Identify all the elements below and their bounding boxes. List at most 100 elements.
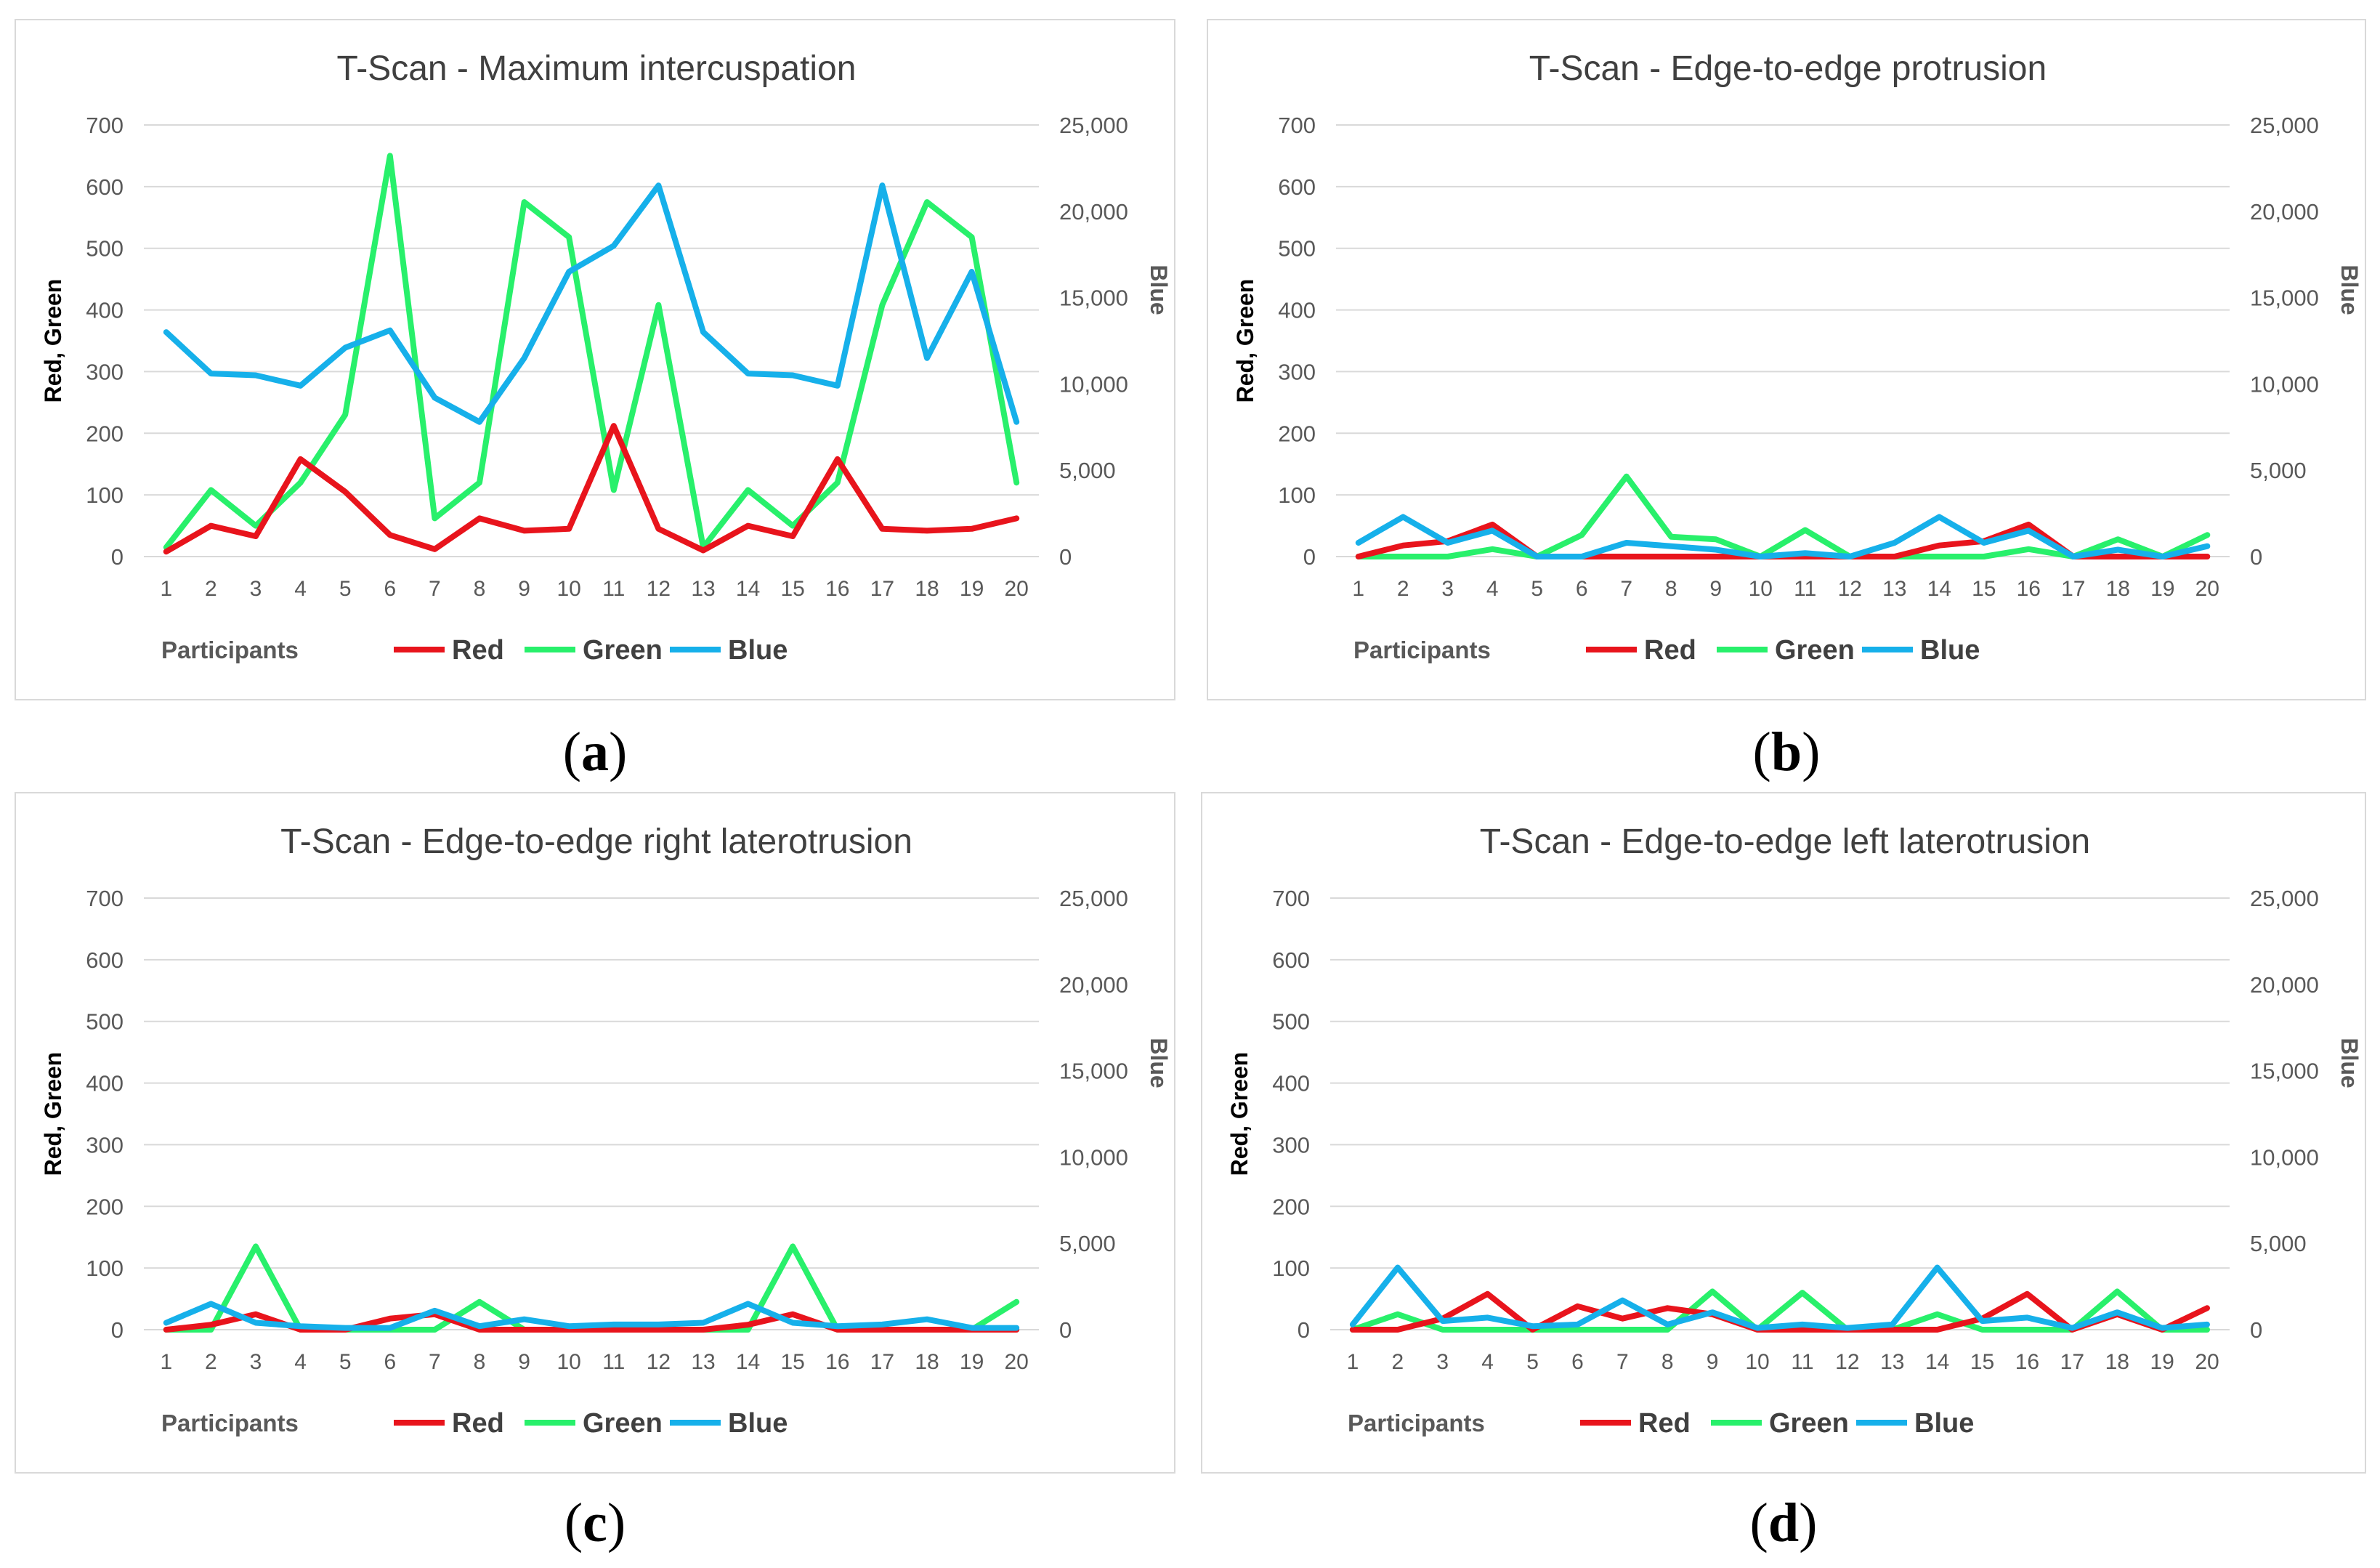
y-tick-label: 0 xyxy=(1298,1317,1310,1343)
x-tick-label: 14 xyxy=(736,1350,760,1374)
x-tick-label: 1 xyxy=(160,1350,172,1374)
x-tick-label: 4 xyxy=(294,1350,307,1374)
y-tick-label: 700 xyxy=(86,113,124,138)
y-tick-label: 200 xyxy=(1278,421,1316,446)
y-tick-label: 0 xyxy=(111,1317,124,1343)
x-tick-label: 15 xyxy=(781,1350,805,1374)
y2-tick-label: 25,000 xyxy=(2250,113,2319,138)
y-axis-title: Red, Green xyxy=(1232,279,1258,403)
x-tick-label: 17 xyxy=(870,1350,894,1374)
x-tick-label: 4 xyxy=(1486,577,1499,601)
chart-title: T-Scan - Edge-to-edge right laterotrusio… xyxy=(280,823,912,861)
x-tick-label: 12 xyxy=(1838,577,1862,601)
x-tick-label: 8 xyxy=(1661,1350,1674,1374)
y2-tick-label: 10,000 xyxy=(2250,371,2319,397)
y2-axis-title: Blue xyxy=(2336,264,2363,315)
x-tick-label: 2 xyxy=(205,577,217,601)
chart-panel-d: T-Scan - Edge-to-edge left laterotrusion… xyxy=(1201,792,2366,1474)
x-tick-label: 3 xyxy=(1436,1350,1449,1374)
y-tick-label: 700 xyxy=(1278,113,1316,138)
legend-label-blue: Blue xyxy=(1914,1408,1974,1439)
x-tick-label: 12 xyxy=(647,577,671,601)
legend-label-blue: Blue xyxy=(1920,635,1980,666)
legend-label-green: Green xyxy=(1775,635,1855,666)
y-tick-label: 100 xyxy=(1272,1256,1310,1281)
y2-tick-label: 20,000 xyxy=(2250,972,2319,998)
series-line-green xyxy=(1349,1288,2210,1333)
y2-tick-label: 0 xyxy=(2250,1317,2262,1343)
y-tick-label: 500 xyxy=(86,1009,124,1035)
x-tick-label: 19 xyxy=(2150,1350,2174,1374)
x-tick-label: 17 xyxy=(2061,577,2085,601)
y-tick-label: 300 xyxy=(1278,359,1316,384)
series-line-blue xyxy=(163,182,1020,425)
y2-tick-label: 15,000 xyxy=(1059,286,1128,311)
y-tick-label: 500 xyxy=(1278,236,1316,262)
x-tick-label: 2 xyxy=(1392,1350,1404,1374)
x-tick-label: 18 xyxy=(2105,1350,2129,1374)
y2-tick-label: 15,000 xyxy=(1059,1059,1128,1084)
x-tick-label: 5 xyxy=(1531,577,1543,601)
series-line-green xyxy=(163,1243,1020,1333)
x-axis-title: Participants xyxy=(161,637,299,663)
y2-tick-label: 10,000 xyxy=(1059,371,1128,397)
x-tick-label: 20 xyxy=(1005,577,1029,601)
chart-title: T-Scan - Edge-to-edge left laterotrusion xyxy=(1480,823,2090,861)
chart-panel-c: T-Scan - Edge-to-edge right laterotrusio… xyxy=(15,792,1175,1474)
y2-tick-label: 5,000 xyxy=(1059,1231,1116,1256)
y2-tick-label: 25,000 xyxy=(1059,886,1128,911)
y-tick-label: 500 xyxy=(1272,1009,1310,1035)
y-tick-label: 400 xyxy=(86,298,124,323)
y-tick-label: 0 xyxy=(1303,544,1316,570)
x-tick-label: 1 xyxy=(1347,1350,1359,1374)
y2-tick-label: 25,000 xyxy=(2250,886,2319,911)
y-axis-title: Red, Green xyxy=(40,279,66,403)
chart-svg-d: T-Scan - Edge-to-edge left laterotrusion… xyxy=(1226,823,2363,1439)
series-line-blue xyxy=(163,1301,1020,1331)
x-tick-label: 12 xyxy=(647,1350,671,1374)
x-tick-label: 10 xyxy=(1749,577,1773,601)
x-tick-label: 2 xyxy=(205,1350,217,1374)
y-tick-label: 600 xyxy=(1272,947,1310,973)
x-axis-title: Participants xyxy=(1348,1410,1485,1436)
y-tick-label: 200 xyxy=(86,1194,124,1219)
x-tick-label: 7 xyxy=(1620,577,1632,601)
x-tick-label: 14 xyxy=(1927,577,1951,601)
y2-tick-label: 20,000 xyxy=(1059,972,1128,998)
series-line-blue xyxy=(1349,1264,2210,1331)
x-tick-label: 6 xyxy=(384,1350,396,1374)
y2-tick-label: 5,000 xyxy=(2250,1231,2307,1256)
y2-tick-label: 15,000 xyxy=(2250,286,2319,311)
y-tick-label: 600 xyxy=(86,174,124,200)
y-tick-label: 100 xyxy=(86,1256,124,1281)
x-tick-label: 14 xyxy=(736,577,760,601)
y-tick-label: 600 xyxy=(86,947,124,973)
y-tick-label: 400 xyxy=(1278,298,1316,323)
x-tick-label: 6 xyxy=(1576,577,1588,601)
legend-label-blue: Blue xyxy=(728,635,788,666)
y2-axis-title: Blue xyxy=(2336,1038,2363,1088)
legend-label-red: Red xyxy=(1644,635,1696,666)
chart-svg-a: T-Scan - Maximum intercuspation010020030… xyxy=(40,49,1172,666)
legend-label-green: Green xyxy=(1769,1408,1849,1439)
x-tick-label: 20 xyxy=(2195,577,2219,601)
legend-label-red: Red xyxy=(452,635,504,666)
x-tick-label: 13 xyxy=(1882,577,1906,601)
panel-caption-c: (c) xyxy=(564,1492,626,1553)
x-tick-label: 19 xyxy=(960,577,984,601)
x-tick-label: 7 xyxy=(1616,1350,1629,1374)
x-tick-label: 4 xyxy=(1481,1350,1494,1374)
x-tick-label: 5 xyxy=(339,577,352,601)
y2-tick-label: 20,000 xyxy=(2250,199,2319,225)
x-tick-label: 9 xyxy=(1709,577,1722,601)
y2-tick-label: 15,000 xyxy=(2250,1059,2319,1084)
y-tick-label: 300 xyxy=(86,1132,124,1157)
x-tick-label: 16 xyxy=(825,577,849,601)
y2-axis-title: Blue xyxy=(1146,1038,1172,1088)
x-tick-label: 13 xyxy=(1880,1350,1904,1374)
x-tick-label: 4 xyxy=(294,577,307,601)
series-line-green xyxy=(163,153,1020,551)
chart-title: T-Scan - Maximum intercuspation xyxy=(337,49,857,88)
y-tick-label: 400 xyxy=(86,1071,124,1096)
y2-tick-label: 5,000 xyxy=(2250,458,2307,483)
